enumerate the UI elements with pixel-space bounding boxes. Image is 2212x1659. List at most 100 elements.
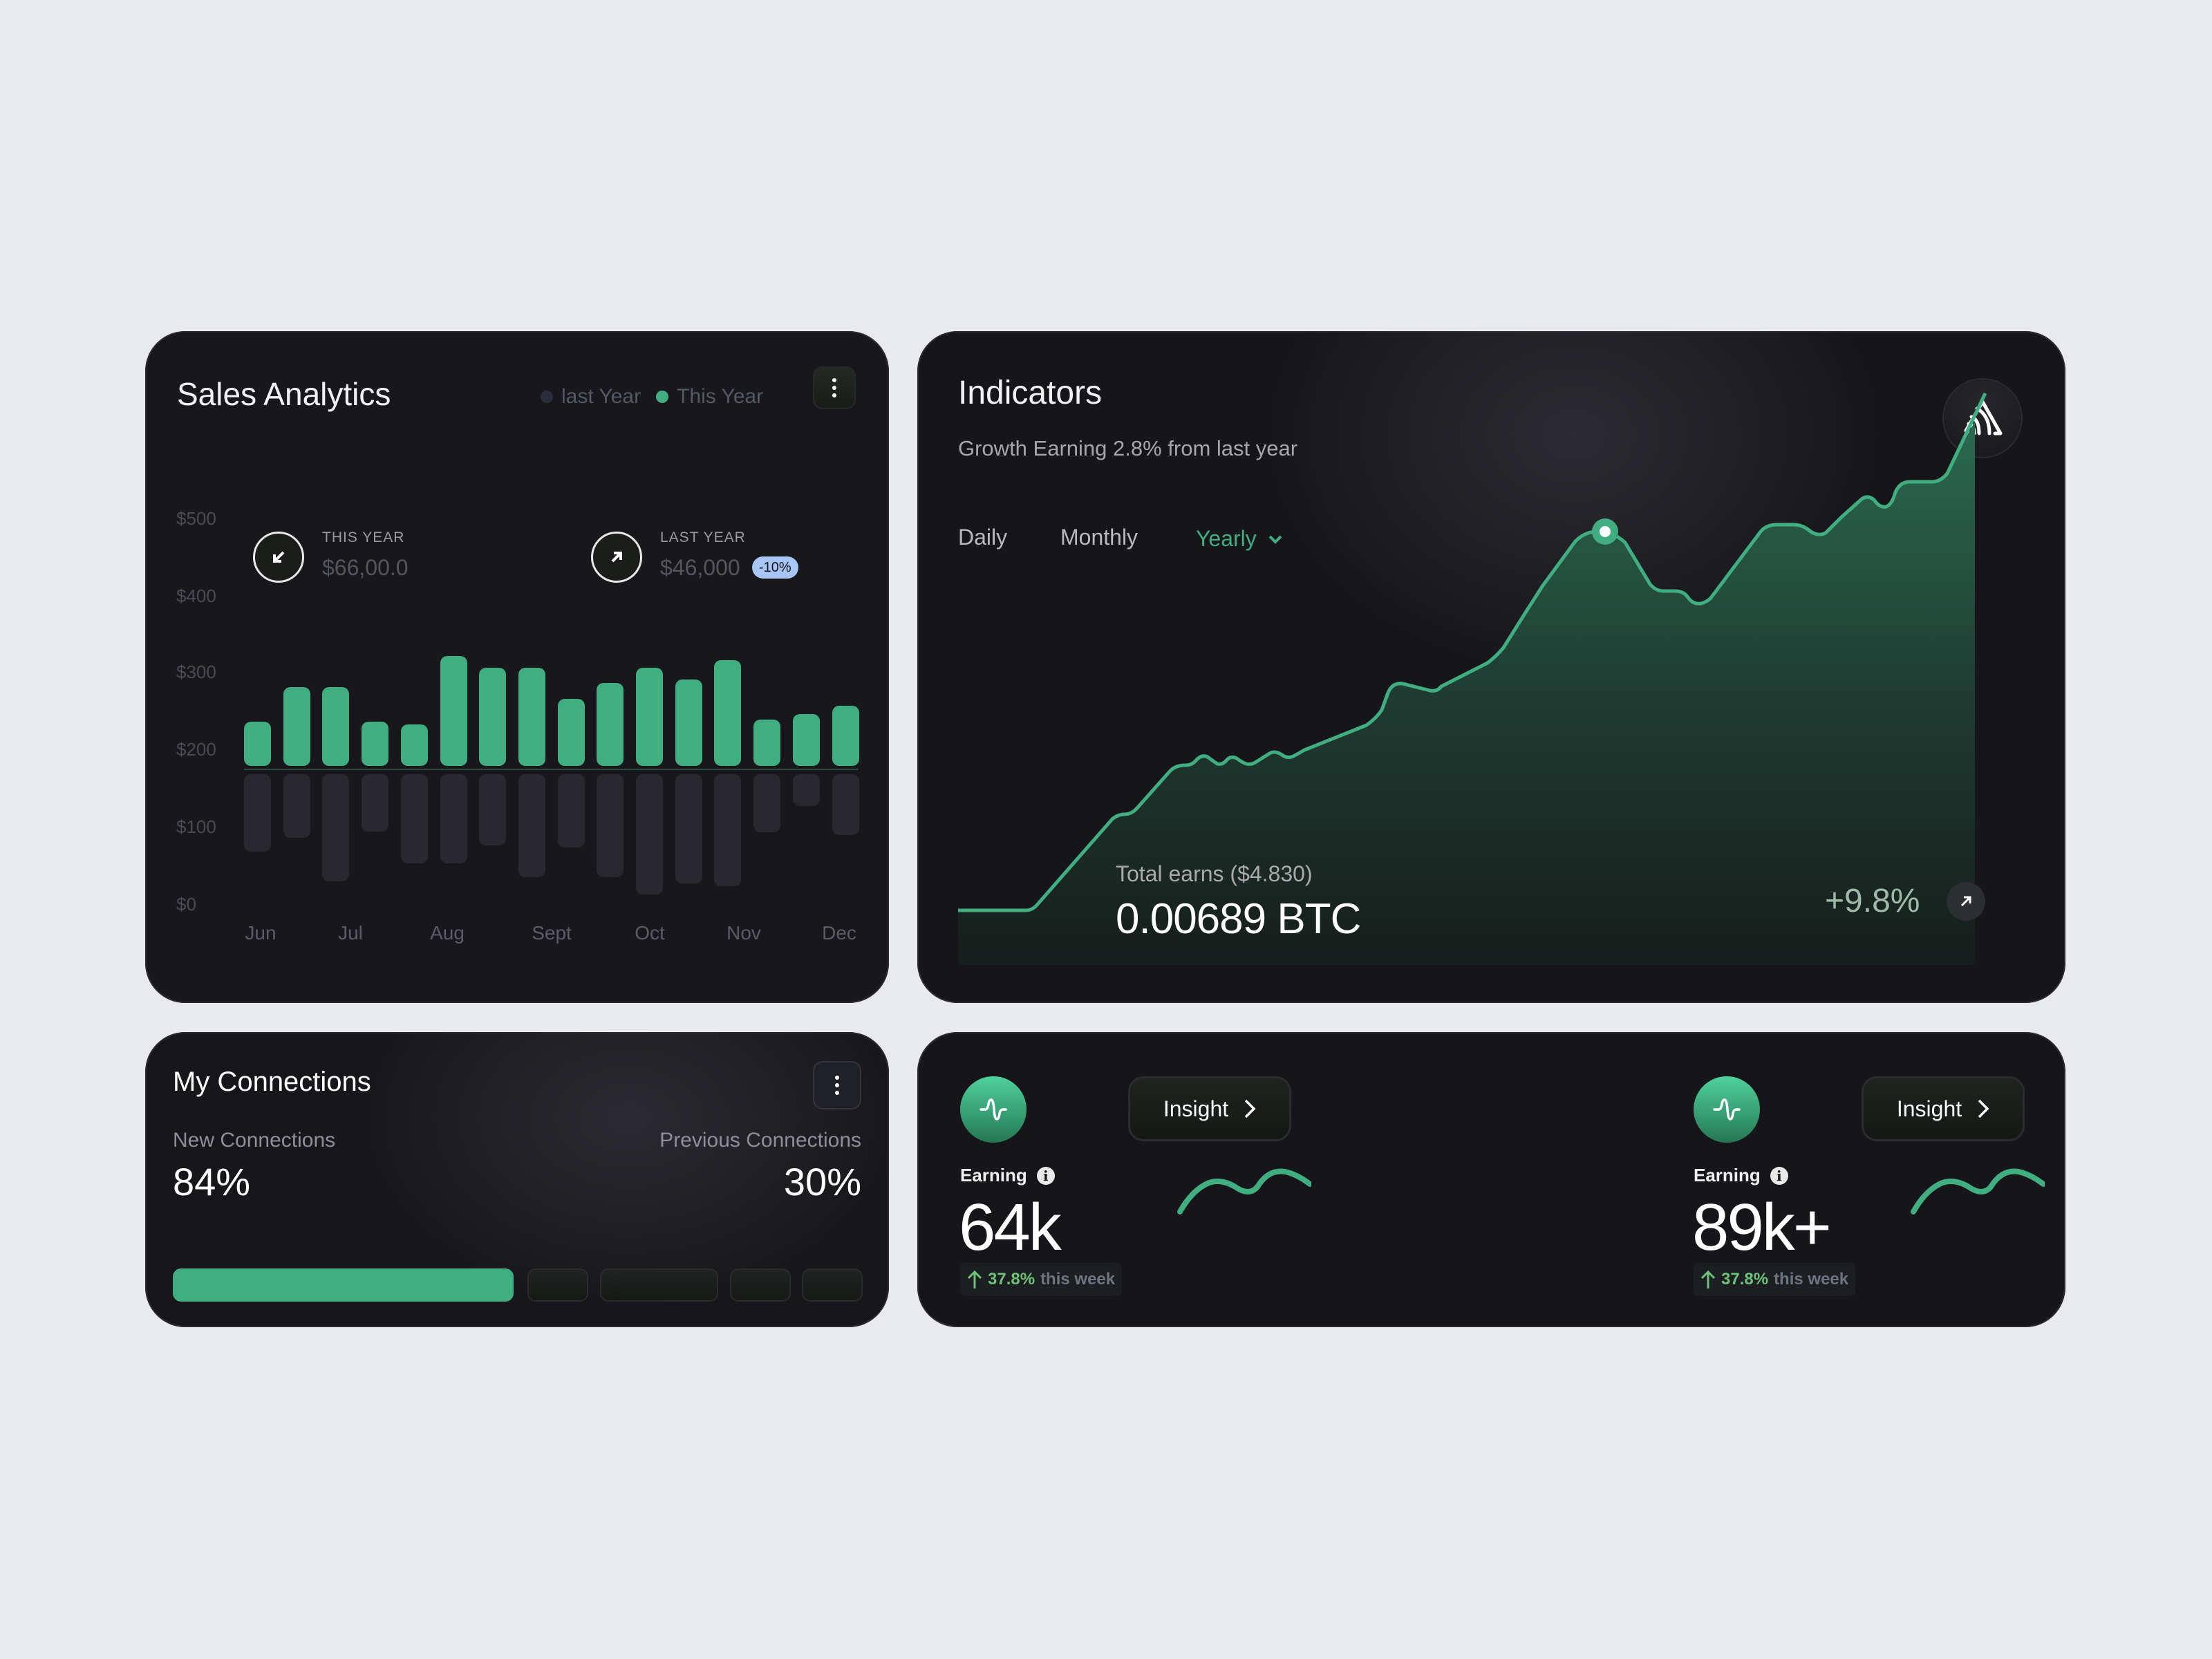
this-year-value: $66,00.0 (322, 555, 409, 580)
arrow-up-right-icon (1960, 896, 1971, 907)
bar-last-year[interactable] (714, 774, 742, 887)
sparkline (1911, 1168, 2045, 1215)
bar-last-year[interactable] (597, 774, 624, 877)
new-connections-value: 84% (173, 1160, 251, 1203)
bar-this-year[interactable] (675, 679, 702, 766)
bar-last-year[interactable] (636, 774, 663, 894)
total-earns-label: Total earns ($4.830) (1116, 861, 1313, 886)
y-tick: $0 (176, 894, 196, 915)
bar-last-year[interactable] (832, 774, 859, 836)
total-earns-value: 0.00689 BTC (1116, 895, 1361, 943)
pulse-icon (1713, 1098, 1741, 1121)
chart-legend: last Year This Year (541, 385, 763, 409)
progress-segment (600, 1268, 718, 1302)
last-year-label: LAST YEAR (660, 529, 746, 545)
bar-last-year[interactable] (518, 774, 545, 877)
indicators-subtitle: Growth Earning 2.8% from last year (958, 436, 1298, 460)
bar-this-year[interactable] (792, 713, 820, 766)
new-connections-label: New Connections (173, 1129, 336, 1152)
more-vertical-icon (835, 1076, 839, 1095)
insight-button[interactable]: Insight (1862, 1076, 2025, 1141)
arrow-up-icon (967, 1270, 982, 1288)
last-year-button[interactable] (591, 532, 642, 583)
bar-last-year[interactable] (244, 774, 271, 852)
bar-this-year[interactable] (518, 667, 545, 766)
previous-connections-label: Previous Connections (659, 1129, 861, 1152)
more-options-button[interactable] (813, 1061, 861, 1109)
arrow-up-icon (1700, 1270, 1716, 1288)
more-options-button[interactable] (813, 366, 856, 409)
bar-this-year[interactable] (479, 667, 507, 766)
tab-yearly[interactable]: Yearly (1196, 526, 1283, 552)
x-tick: Jun (245, 922, 276, 944)
bar-last-year[interactable] (362, 774, 389, 832)
this-year-label: THIS YEAR (322, 529, 405, 545)
bar-this-year[interactable] (283, 686, 310, 766)
insight-label: Insight (1896, 1096, 1962, 1121)
sales-analytics-card: Sales Analytics last Year This Year $500… (145, 331, 889, 1003)
x-tick: Dec (822, 922, 856, 944)
info-icon[interactable]: i (1036, 1166, 1055, 1185)
insight-button[interactable]: Insight (1128, 1076, 1291, 1141)
connections-title: My Connections (173, 1067, 371, 1097)
tab-daily[interactable]: Daily (958, 525, 1008, 550)
arrow-down-left-icon (273, 551, 285, 563)
chevron-right-icon (1244, 1099, 1256, 1118)
weekly-change-percent: 37.8% (1721, 1270, 1769, 1288)
bar-this-year[interactable] (362, 722, 389, 766)
connections-card: My Connections New Connections Previous … (145, 1032, 889, 1327)
x-tick: Jul (338, 922, 363, 944)
indicators-title: Indicators (958, 375, 1103, 411)
y-tick: $200 (176, 739, 216, 760)
progress-segment (730, 1268, 791, 1302)
sales-bar-chart (145, 331, 889, 1003)
bar-last-year[interactable] (792, 774, 820, 806)
area-chart (958, 392, 1987, 965)
bar-this-year[interactable] (636, 667, 663, 766)
bar-this-year[interactable] (322, 686, 350, 766)
y-tick: $400 (176, 585, 216, 606)
y-tick: $100 (176, 816, 216, 837)
bar-last-year[interactable] (557, 774, 585, 848)
weekly-change: 37.8% this week (960, 1263, 1123, 1296)
bar-last-year[interactable] (675, 774, 702, 883)
bar-last-year[interactable] (322, 774, 350, 881)
bar-this-year[interactable] (753, 719, 781, 766)
previous-connections-value: 30% (783, 1160, 861, 1203)
bar-last-year[interactable] (753, 774, 781, 832)
area-fill (958, 421, 1975, 965)
progress-segment (802, 1268, 863, 1302)
chevron-down-icon (1268, 535, 1282, 544)
bar-this-year[interactable] (832, 705, 859, 766)
x-tick: Oct (635, 922, 665, 944)
this-year-button[interactable] (253, 532, 304, 583)
bar-last-year[interactable] (283, 774, 310, 838)
earning-value: 89k+ (1692, 1190, 1832, 1264)
earnings-card: Insight Earning i 64k 37.8% this week In… (917, 1032, 2065, 1327)
bar-this-year[interactable] (714, 659, 742, 766)
bar-this-year[interactable] (557, 698, 585, 766)
sparkline (1177, 1168, 1311, 1215)
bar-this-year[interactable] (244, 722, 271, 766)
legend-label-this-year: This Year (677, 385, 764, 408)
weekly-change-period: this week (1774, 1270, 1849, 1288)
progress-bar-fill (173, 1268, 514, 1302)
logo-button[interactable] (1942, 378, 2023, 458)
open-details-button[interactable] (1947, 882, 1985, 921)
bar-this-year[interactable] (400, 724, 428, 766)
bar-this-year[interactable] (440, 655, 467, 766)
more-vertical-icon (832, 378, 836, 397)
bar-last-year[interactable] (479, 774, 507, 846)
x-tick: Aug (430, 922, 465, 944)
tab-monthly[interactable]: Monthly (1060, 525, 1138, 550)
chevron-right-icon (1978, 1099, 1989, 1118)
info-icon[interactable]: i (1770, 1166, 1788, 1185)
bar-this-year[interactable] (597, 683, 624, 766)
activity-badge (960, 1076, 1027, 1143)
change-percent: +9.8% (1825, 883, 1920, 919)
earning-label-text: Earning (1694, 1165, 1761, 1185)
legend-dot-this-year (656, 391, 669, 403)
bar-last-year[interactable] (400, 774, 428, 863)
bar-last-year[interactable] (440, 774, 467, 863)
sales-analytics-title: Sales Analytics (177, 376, 391, 412)
